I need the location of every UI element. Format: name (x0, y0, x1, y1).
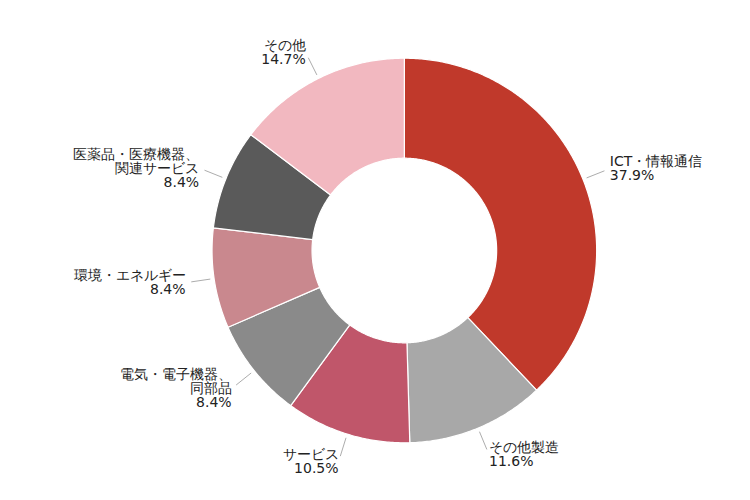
svg-text:その他製造11.6%: その他製造11.6% (489, 439, 559, 469)
svg-text:医薬品・医療機器、関連サービス8.4%: 医薬品・医療機器、関連サービス8.4% (73, 146, 199, 190)
svg-text:その他14.7%: その他14.7% (261, 37, 305, 67)
svg-text:環境・エネルギー8.4%: 環境・エネルギー8.4% (74, 267, 186, 297)
svg-text:電気・電子機器、同部品8.4%: 電気・電子機器、同部品8.4% (120, 366, 232, 410)
svg-text:ICT・情報通信37.9%: ICT・情報通信37.9% (610, 153, 702, 183)
svg-text:サービス10.5%: サービス10.5% (283, 446, 339, 476)
